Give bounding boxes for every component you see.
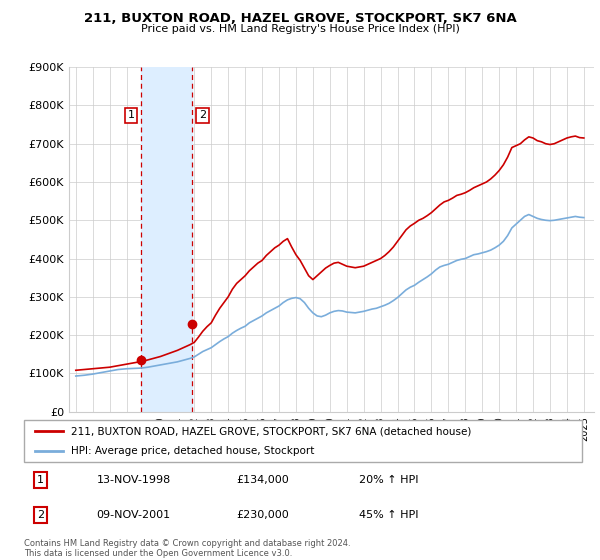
Text: 211, BUXTON ROAD, HAZEL GROVE, STOCKPORT, SK7 6NA: 211, BUXTON ROAD, HAZEL GROVE, STOCKPORT… — [83, 12, 517, 25]
Text: Contains HM Land Registry data © Crown copyright and database right 2024.
This d: Contains HM Land Registry data © Crown c… — [24, 539, 350, 558]
Text: Price paid vs. HM Land Registry's House Price Index (HPI): Price paid vs. HM Land Registry's House … — [140, 24, 460, 34]
Text: £230,000: £230,000 — [236, 510, 289, 520]
Text: HPI: Average price, detached house, Stockport: HPI: Average price, detached house, Stoc… — [71, 446, 315, 456]
Text: 2: 2 — [37, 510, 44, 520]
Text: 45% ↑ HPI: 45% ↑ HPI — [359, 510, 418, 520]
Text: 09-NOV-2001: 09-NOV-2001 — [97, 510, 170, 520]
Text: 2: 2 — [199, 110, 206, 120]
Text: 1: 1 — [37, 475, 44, 485]
Text: 13-NOV-1998: 13-NOV-1998 — [97, 475, 171, 485]
Text: 211, BUXTON ROAD, HAZEL GROVE, STOCKPORT, SK7 6NA (detached house): 211, BUXTON ROAD, HAZEL GROVE, STOCKPORT… — [71, 426, 472, 436]
Text: £134,000: £134,000 — [236, 475, 289, 485]
Bar — [142, 67, 192, 412]
Text: 20% ↑ HPI: 20% ↑ HPI — [359, 475, 418, 485]
Text: 1: 1 — [128, 110, 134, 120]
